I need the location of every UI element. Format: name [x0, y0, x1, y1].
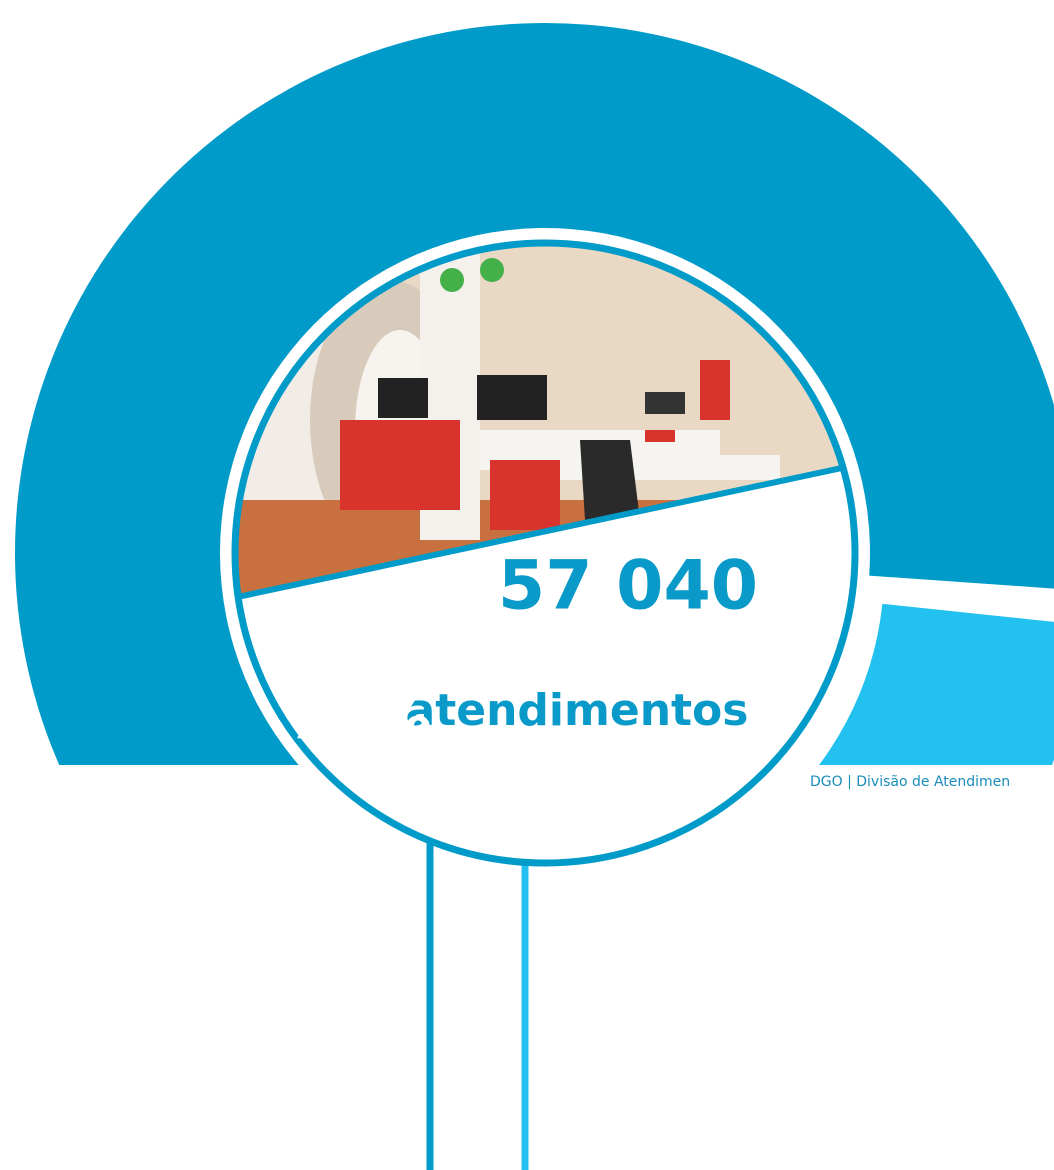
value-label: 25% [578, 727, 722, 797]
value-label: 75% [288, 684, 432, 754]
footer: DGO | Divisão de Atendimen [810, 774, 1010, 790]
total-value: 57 040 [498, 547, 758, 626]
page: {"chart_data": {"type": "pie", "values":… [0, 0, 1054, 1170]
chart: 57 040 atendimentos DGO | Divisão de Ate… [0, 0, 1054, 1170]
